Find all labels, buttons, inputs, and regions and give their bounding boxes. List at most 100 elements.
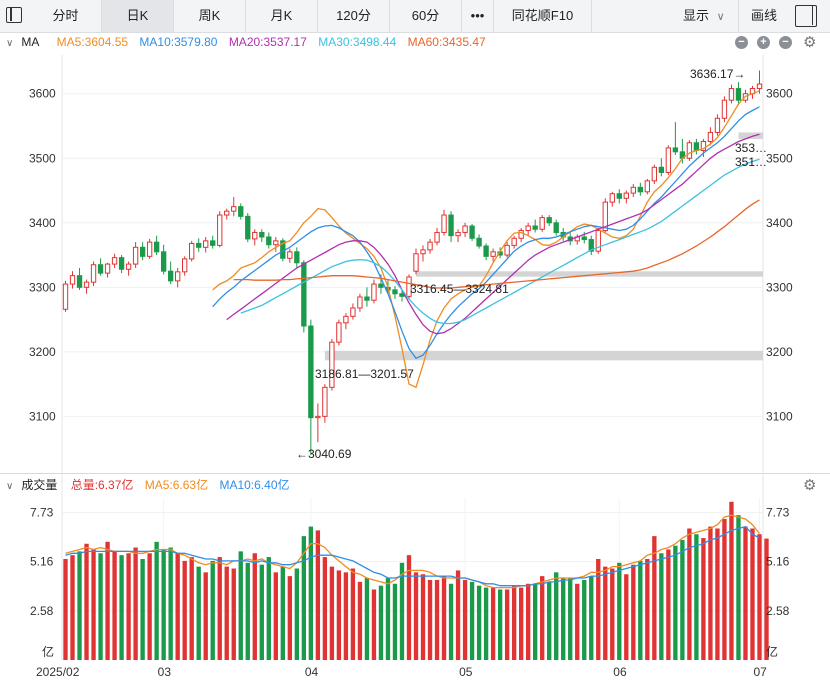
tab-weekly-k[interactable]: 周K [174,0,246,32]
panel-toggle-icon[interactable] [6,7,22,23]
candle-body [259,231,265,238]
volume-bar [547,581,552,660]
price-tick-left: 3500 [29,151,56,165]
candle-body [686,142,693,159]
candle-body [301,262,307,327]
volume-bar [231,568,236,660]
zoom-in-icon[interactable]: + [757,36,770,49]
period-toolbar: 分时 日K 周K 月K 120分 60分 ••• 同花顺F10 显示 ∨ 画线 [0,0,830,33]
candle-body [504,244,510,256]
zoom-out-icon[interactable]: − [735,36,748,49]
candle-body [343,315,349,324]
volume-bar [687,528,692,660]
price-settings-gear-icon[interactable]: ⚙ [803,34,817,51]
volume-ma-line-ma10 [65,525,760,587]
candle-body [616,193,622,199]
volume-bar [126,553,131,660]
volume-bar [154,541,159,660]
tab-f10[interactable]: 同花顺F10 [494,0,592,32]
tab-60min[interactable]: 60分 [390,0,462,32]
volume-bar [694,534,699,660]
tab-minute[interactable]: 分时 [30,0,102,32]
candle-body [693,142,700,152]
candle-body [700,140,707,152]
volume-collapse-icon[interactable]: ∨ [6,481,14,492]
candle-body [644,180,651,193]
candle-body [511,237,517,246]
price-tick-right: 3200 [766,345,793,359]
candle-body [104,263,111,274]
volume-bar [525,583,531,660]
volume-bar [736,515,741,660]
volume-bar [392,583,398,660]
collapse-icon[interactable]: ∨ [6,38,14,49]
x-tick-label: 04 [305,665,319,679]
volume-settings-gear-icon[interactable]: ⚙ [803,477,817,494]
volume-bar [673,545,678,660]
volume-bar [308,526,314,660]
gap-band [416,271,763,277]
volume-bar [259,564,264,660]
candle-body [350,307,356,317]
candle-body [167,270,174,282]
gap-label-1: 3316.45—3324.81 [410,282,509,296]
price-tick-left: 3300 [29,280,56,294]
volume-bar [504,589,510,660]
volume-bar [757,534,762,660]
candle-body [69,275,76,285]
tab-monthly-k[interactable]: 月K [246,0,318,32]
candle-body [560,231,566,238]
volume-bar [119,555,124,660]
display-menu[interactable]: 显示 ∨ [683,0,725,32]
volume-bar [364,578,370,660]
ma30-value: MA30:3498.44 [318,35,397,49]
pane-divider [0,473,830,474]
candle-body [427,241,433,251]
volume-bar [105,541,110,660]
volume-bar [413,572,419,660]
volume-bar [729,501,734,660]
volume-bar [224,566,229,660]
ma-name: MA [21,35,40,49]
candle-body [378,283,384,288]
candle-body [749,88,756,95]
candle-body [679,151,686,159]
volume-bar [350,568,356,660]
volume-bar [743,526,748,660]
candle-body [658,166,665,173]
volume-bar [511,585,517,660]
sidebar-toggle-icon[interactable] [795,5,817,27]
vol-total-value: 总量:6.37亿 [70,478,134,492]
chevron-down-icon: ∨ [716,11,725,23]
price-tick-left: 3400 [29,216,56,230]
more-periods-button[interactable]: ••• [462,0,494,32]
candle-body [735,88,742,101]
volume-bar [638,560,643,660]
volume-bar [294,568,300,660]
candle-body [490,251,496,257]
volume-bar [315,530,321,660]
candle-body [714,117,721,133]
draw-label: 画线 [751,8,778,23]
volume-name: 成交量 [21,478,58,492]
candle-body [196,242,202,248]
price-tick-right: 3400 [766,216,793,230]
volume-bar [631,564,636,660]
volume-bar [378,585,384,660]
remove-indicator-icon[interactable]: − [779,36,792,49]
candle-body [672,147,679,153]
volume-bar [540,576,545,660]
volume-bar [322,557,328,660]
price-tick-right: 3100 [766,409,793,423]
volume-tick-left: 7.73 [30,506,54,520]
volume-bar [91,549,96,660]
tab-daily-k[interactable]: 日K [102,0,174,32]
volume-legend: ∨ 成交量 总量:6.37亿 MA5:6.63亿 MA10:6.40亿 [0,475,298,495]
tab-120min[interactable]: 120分 [318,0,390,32]
candle-body [203,240,209,248]
draw-line-button[interactable]: 画线 [738,0,777,32]
low-annotation: ←3040.69 [296,447,352,461]
candle-body [637,186,643,193]
volume-bar [112,551,117,660]
